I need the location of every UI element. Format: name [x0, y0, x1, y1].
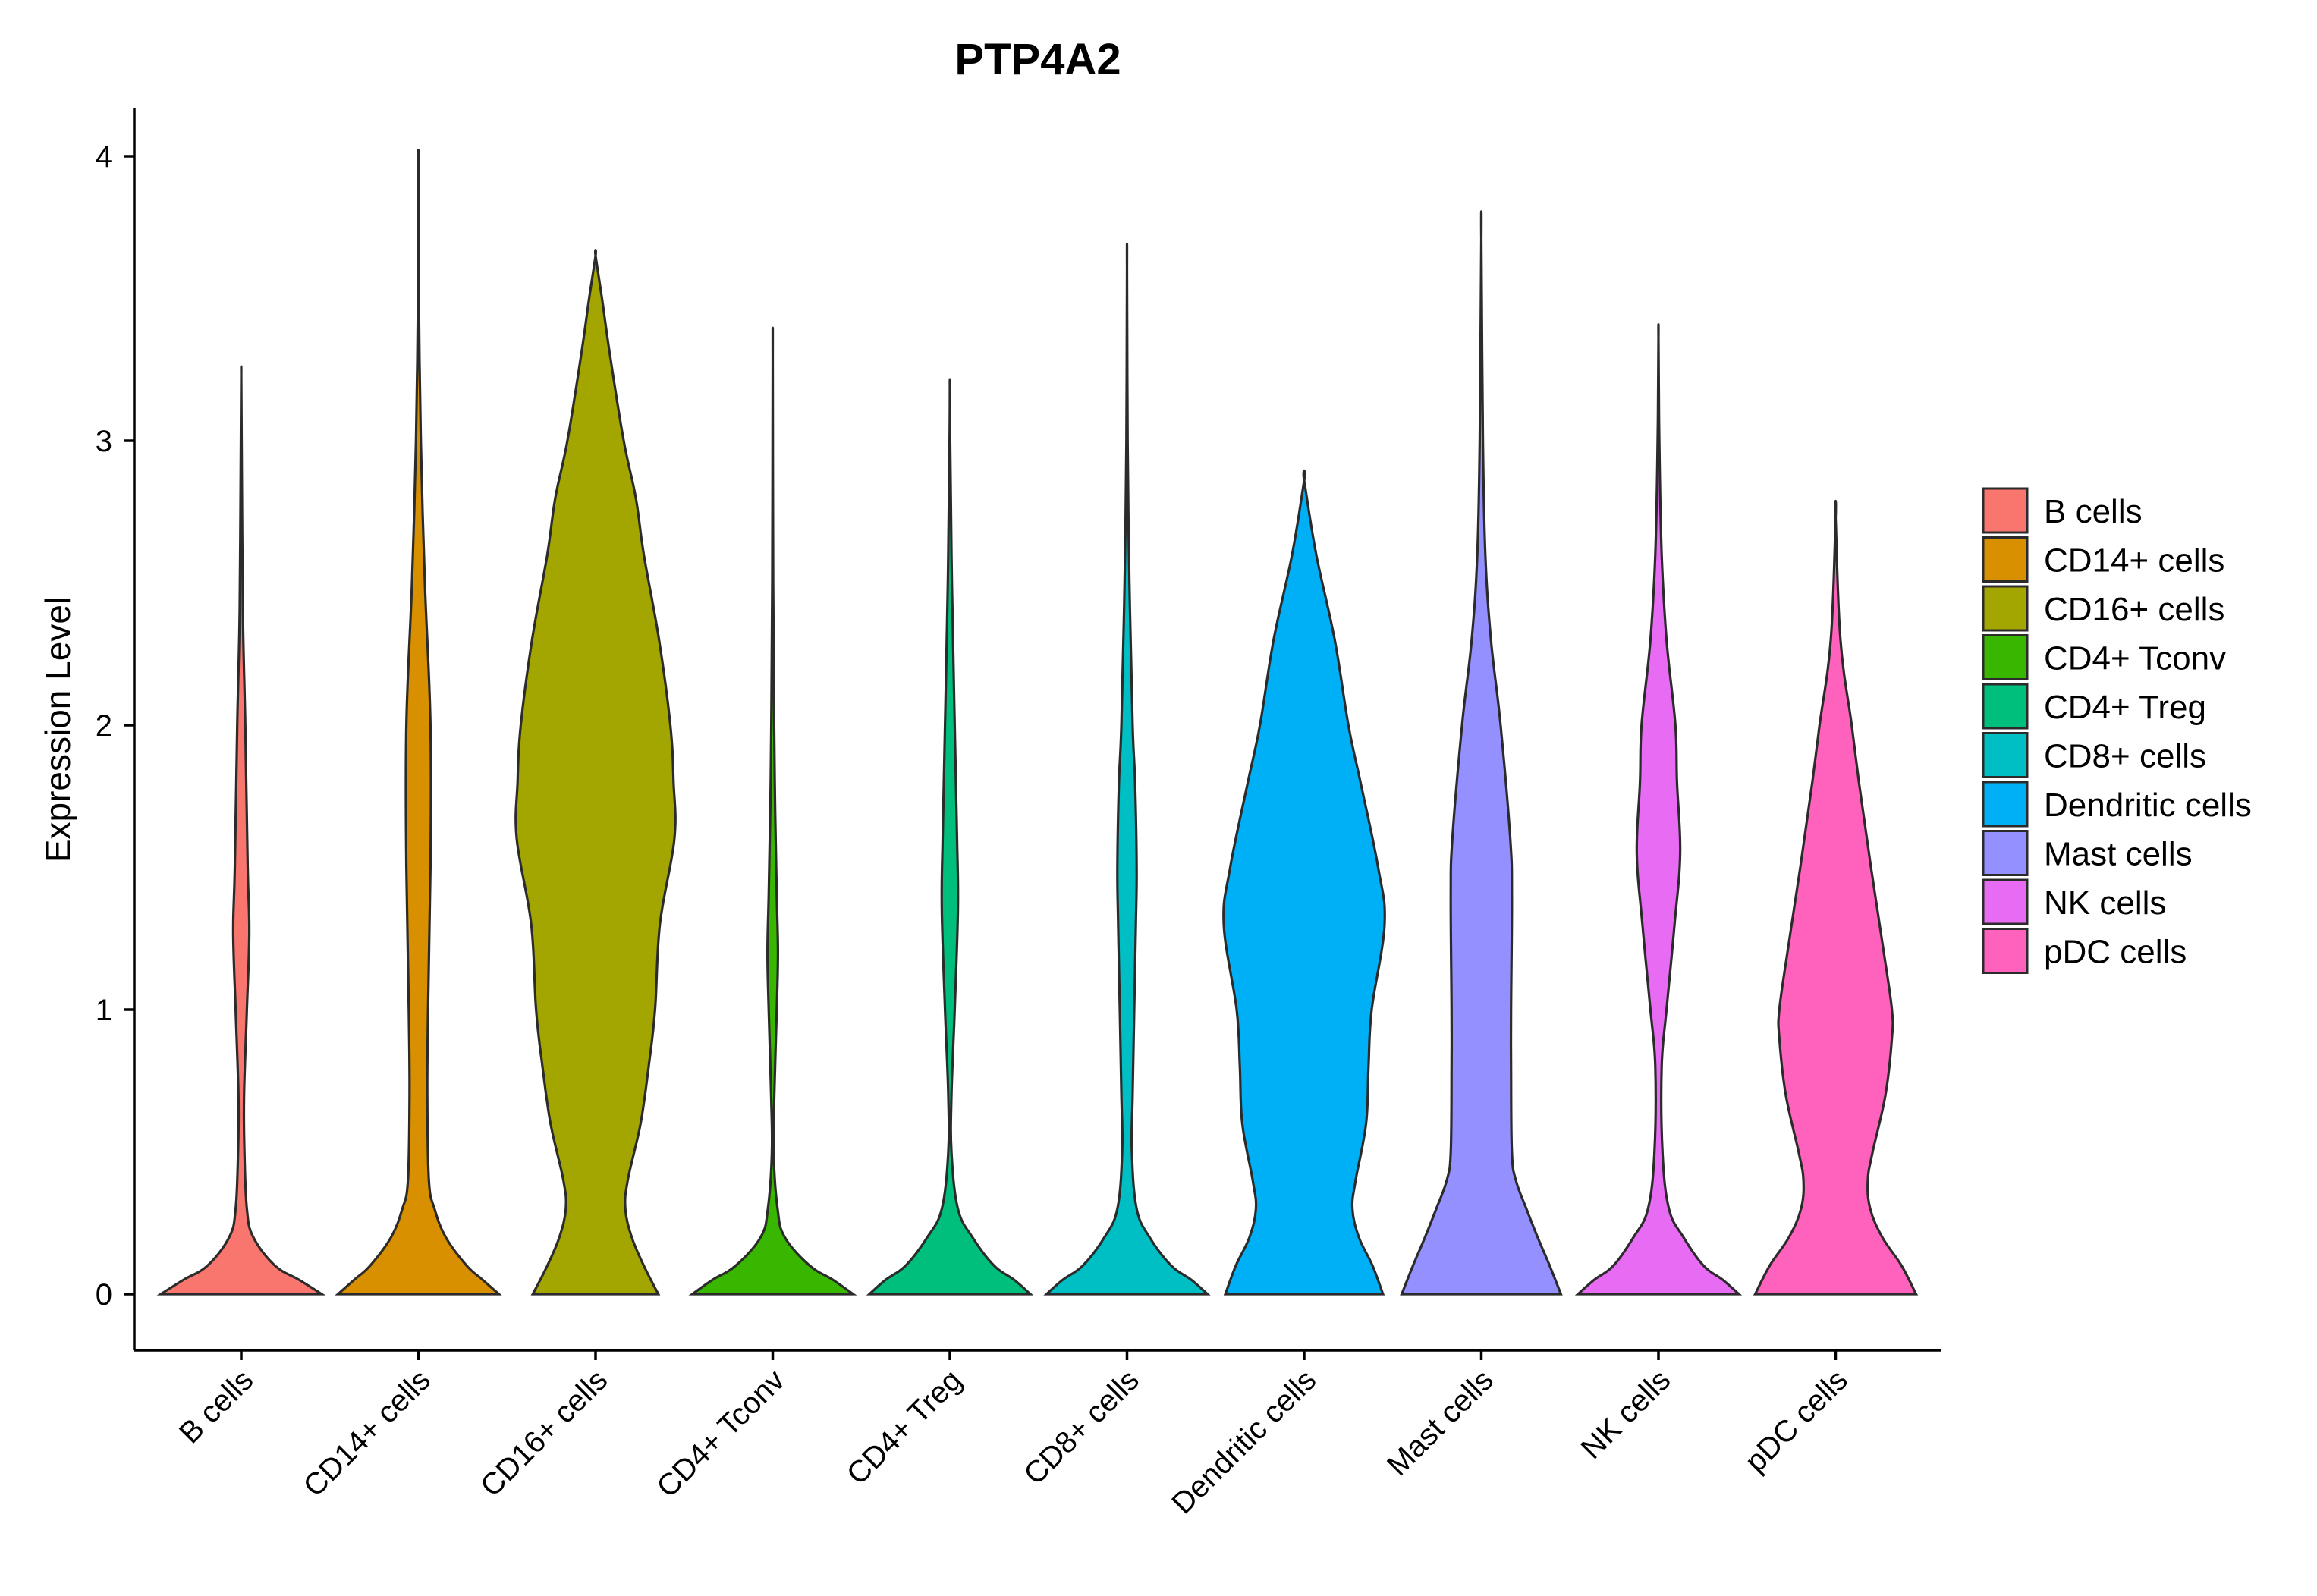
violin-cd4-tconv	[688, 326, 857, 1296]
legend-swatch	[1982, 830, 2029, 876]
chart-title: PTP4A2	[954, 35, 1121, 84]
x-tick-label: B cells	[173, 1363, 259, 1450]
y-tick-label: 0	[96, 1278, 112, 1312]
violin-cd4-treg	[866, 378, 1034, 1296]
legend-label: CD14+ cells	[2044, 542, 2224, 580]
x-axis-ticks: B cells CD14+ cells CD16+ cells CD4+ Tconv C…	[173, 1350, 1854, 1520]
y-tick-label: 2	[96, 709, 112, 743]
legend-swatch	[1982, 732, 2029, 778]
legend-label: B cells	[2044, 493, 2143, 530]
y-axis-ticks: 0 1 2 3 4	[96, 140, 134, 1312]
legend-swatch	[1982, 585, 2029, 632]
x-tick-label: Mast cells	[1381, 1363, 1500, 1482]
violin-b-cells	[156, 365, 326, 1296]
legend-swatch	[1982, 781, 2029, 828]
legend-label: pDC cells	[2044, 934, 2187, 971]
x-tick-label: CD16+ cells	[474, 1363, 614, 1503]
legend-label: Dendritic cells	[2044, 787, 2252, 824]
x-tick-label: CD14+ cells	[297, 1363, 436, 1503]
violin-mast-cells	[1400, 210, 1563, 1296]
x-tick-label: NK cells	[1575, 1363, 1677, 1466]
legend: B cells CD14+ cells CD16+ cells CD4+ Tconv C…	[1982, 487, 2252, 974]
x-tick-label: CD4+ Tconv	[650, 1363, 791, 1503]
legend-swatch	[1982, 683, 2029, 730]
legend-swatch	[1982, 634, 2029, 680]
violin-cd8-cells	[1043, 242, 1211, 1296]
legend-swatch	[1982, 487, 2029, 534]
violin-dendritic-cells	[1222, 469, 1386, 1296]
legend-swatch	[1982, 928, 2029, 974]
y-tick-label: 1	[96, 994, 112, 1027]
x-tick-label: Dendritic cells	[1165, 1363, 1322, 1520]
legend-swatch	[1982, 536, 2029, 583]
legend-label: CD4+ Treg	[2044, 689, 2206, 726]
y-tick-label: 3	[96, 425, 112, 458]
legend-swatch	[1982, 878, 2029, 925]
legend-label: NK cells	[2044, 884, 2166, 922]
y-tick-label: 4	[96, 140, 112, 174]
violin-cd16-cells	[514, 249, 677, 1296]
violins-group	[156, 149, 1919, 1296]
legend-label: CD16+ cells	[2044, 591, 2224, 628]
x-tick-label: CD4+ Treg	[841, 1363, 969, 1491]
violin-nk-cells	[1574, 323, 1743, 1296]
violin-pdc-cells	[1753, 499, 1919, 1296]
legend-label: CD4+ Tconv	[2044, 640, 2226, 677]
x-tick-label: pDC cells	[1739, 1363, 1854, 1478]
legend-label: Mast cells	[2044, 836, 2193, 873]
violin-cd14-cells	[335, 149, 502, 1296]
y-axis-label: Expression Level	[38, 597, 77, 862]
legend-label: CD8+ cells	[2044, 738, 2206, 775]
x-tick-label: CD8+ cells	[1017, 1363, 1146, 1491]
